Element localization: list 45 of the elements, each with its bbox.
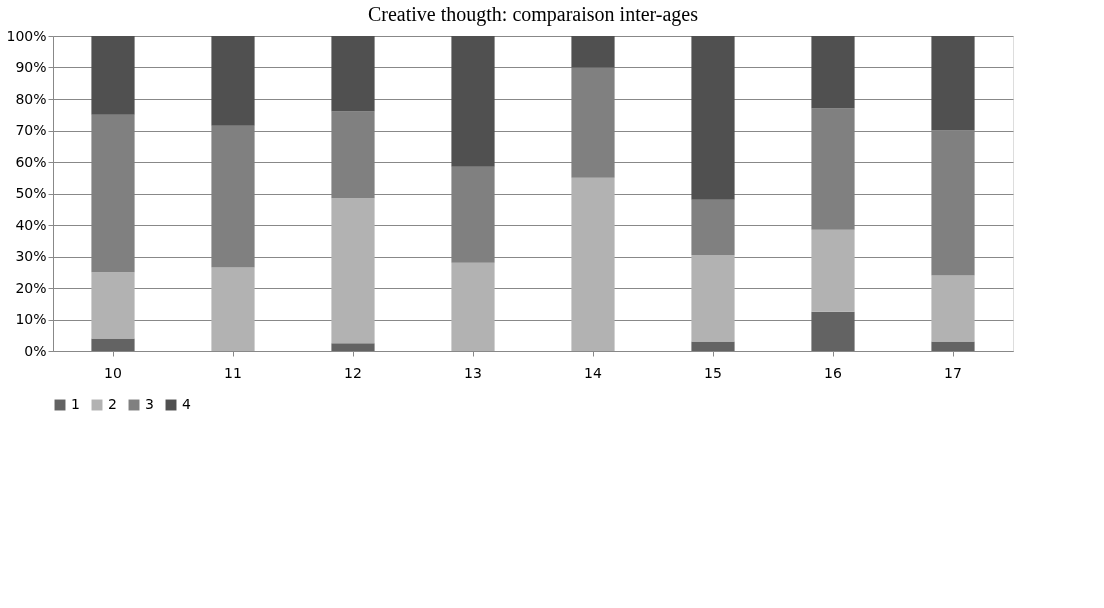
chart-title: Creative thougth: comparaison inter-ages: [367, 3, 699, 26]
legend-label: 3: [145, 396, 154, 412]
y-tick-label: 70%: [15, 122, 47, 138]
x-tick-label: 12: [344, 364, 362, 381]
bar: [931, 36, 975, 131]
x-tick-label: 11: [224, 364, 242, 381]
bar: [691, 36, 735, 200]
legend-label: 1: [71, 396, 80, 412]
bar: [91, 338, 135, 351]
bar: [91, 36, 135, 115]
y-tick-label: 80%: [15, 90, 47, 107]
bar: [331, 343, 375, 351]
y-tick-label: 90%: [15, 59, 47, 75]
bar: [691, 254, 735, 342]
x-tick-label: 15: [704, 364, 722, 381]
y-tick-label: 40%: [15, 216, 47, 233]
y-tick-label: 10%: [15, 311, 47, 327]
bar: [451, 36, 495, 167]
bar: [691, 341, 735, 351]
y-tick-label: 30%: [15, 248, 47, 264]
bar: [331, 198, 375, 344]
y-tick-label: 50%: [15, 185, 47, 201]
bar: [571, 36, 615, 68]
x-tick-label: 16: [824, 364, 842, 381]
y-tick-label: 60%: [15, 153, 47, 170]
bar: [211, 267, 255, 351]
bar: [91, 272, 135, 339]
legend-label: 4: [182, 396, 191, 412]
bar: [931, 341, 975, 351]
y-tick-label: 100%: [6, 27, 47, 44]
bar: [811, 229, 855, 312]
x-tick-label: 17: [944, 364, 962, 381]
bar: [571, 177, 615, 351]
bar: [451, 262, 495, 351]
x-tick-label: 14: [584, 364, 602, 381]
legend-label: 2: [108, 396, 117, 412]
bar: [811, 36, 855, 109]
x-tick-label: 10: [104, 364, 122, 381]
bar: [331, 36, 375, 112]
bar: [811, 311, 855, 351]
y-tick-label: 0%: [24, 342, 47, 359]
bar: [931, 275, 975, 342]
y-tick-label: 20%: [15, 279, 47, 296]
x-tick-label: 13: [464, 364, 482, 381]
bar: [211, 36, 255, 126]
